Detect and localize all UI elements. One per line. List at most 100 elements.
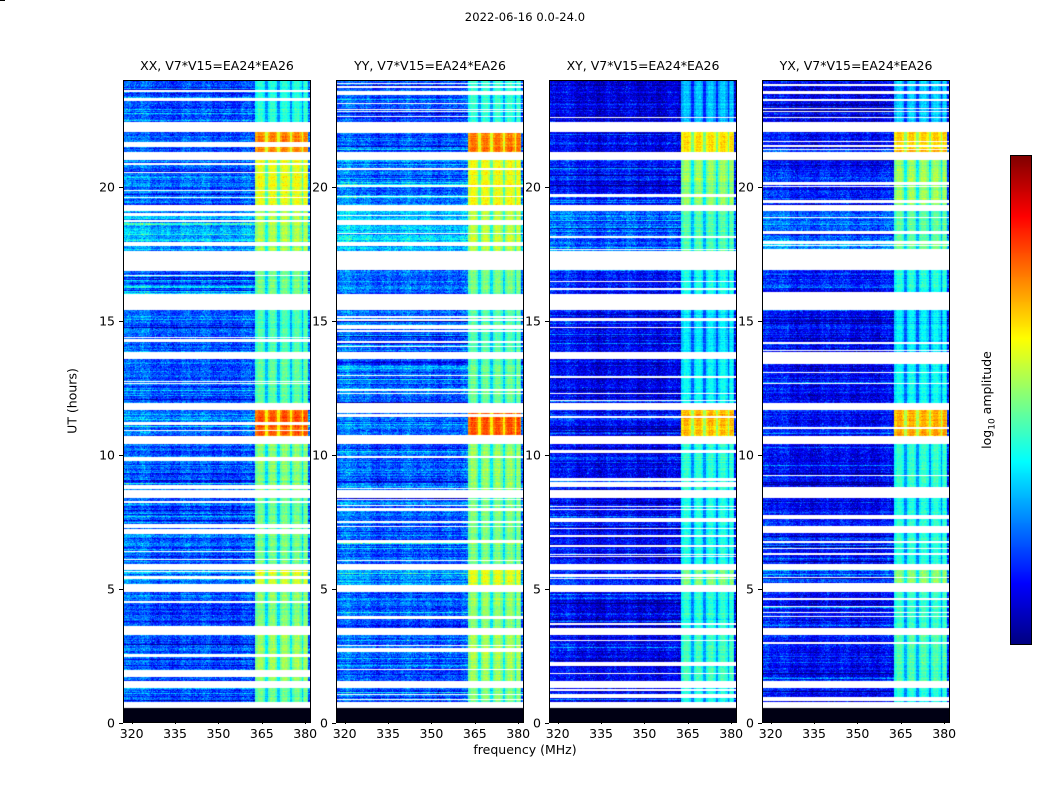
- colorbar-label: log10 amplitude: [979, 351, 998, 449]
- x-tick-label: 350: [419, 726, 444, 741]
- y-tick: [545, 455, 549, 457]
- y-tick-label: 20: [99, 179, 115, 195]
- x-tick-label: 365: [249, 726, 274, 741]
- waterfall-image-xy: [549, 80, 737, 723]
- x-tick-label: 350: [206, 726, 231, 741]
- x-tick-label: 380: [932, 726, 957, 741]
- y-tick-label: 5: [533, 581, 541, 597]
- x-tick: [601, 720, 603, 724]
- x-tick: [175, 720, 177, 724]
- y-tick-label: 20: [738, 179, 754, 195]
- x-tick-label: 335: [589, 726, 613, 741]
- x-tick-label: 380: [293, 726, 318, 741]
- y-tick-label: 10: [99, 447, 115, 463]
- waterfall-image-xx: [123, 80, 311, 723]
- y-tick: [545, 321, 549, 323]
- y-tick: [758, 723, 762, 724]
- x-tick: [857, 720, 859, 724]
- y-tick-label: 15: [312, 313, 328, 329]
- colorbar: [1010, 155, 1032, 645]
- y-tick-label: 20: [312, 179, 328, 195]
- y-tick-label: 0: [107, 715, 115, 731]
- x-tick-label: 365: [675, 726, 700, 741]
- y-tick: [119, 455, 123, 457]
- y-tick-label: 10: [312, 447, 328, 463]
- x-tick-label: 365: [888, 726, 913, 741]
- panel-title-yx: YX, V7*V15=EA24*EA26: [779, 58, 933, 73]
- y-tick-label: 15: [525, 313, 541, 329]
- x-tick-label: 335: [802, 726, 826, 741]
- panel-title-xx: XX, V7*V15=EA24*EA26: [140, 58, 294, 73]
- x-tick: [944, 720, 946, 724]
- panel-xx[interactable]: XX, V7*V15=EA24*EA26 320 335 350 365 380 0 5 10 1…: [99, 58, 317, 741]
- y-tick: [119, 321, 123, 323]
- y-tick: [119, 723, 123, 724]
- y-tick-label: 5: [107, 581, 115, 597]
- y-tick-label: 15: [738, 313, 754, 329]
- x-tick: [388, 720, 390, 724]
- y-tick: [758, 455, 762, 457]
- x-axis-label: frequency (MHz): [473, 742, 577, 757]
- y-tick-label: 15: [99, 313, 115, 329]
- y-tick-label: 20: [525, 179, 541, 195]
- y-tick-label: 10: [525, 447, 541, 463]
- x-tick-label: 380: [506, 726, 531, 741]
- x-tick: [474, 720, 476, 724]
- y-tick: [332, 589, 336, 591]
- waterfall-image-yx: [762, 80, 950, 723]
- x-tick-label: 350: [845, 726, 870, 741]
- x-tick-label: 335: [376, 726, 400, 741]
- y-tick: [332, 321, 336, 323]
- x-tick-label: 320: [545, 726, 570, 741]
- x-tick: [814, 720, 816, 724]
- panel-xy[interactable]: XY, V7*V15=EA24*EA26 320 335 350 365 380 0 5 10 1…: [525, 58, 743, 741]
- y-tick: [758, 589, 762, 591]
- y-tick: [332, 455, 336, 457]
- panel-yy[interactable]: YY, V7*V15=EA24*EA26 320 335 350 365 380 0 5 10 1…: [312, 58, 530, 741]
- y-tick-label: 5: [320, 581, 328, 597]
- y-tick-label: 10: [738, 447, 754, 463]
- y-axis-label: UT (hours): [64, 368, 80, 434]
- x-tick: [770, 720, 772, 724]
- x-tick-label: 350: [632, 726, 657, 741]
- y-tick: [758, 321, 762, 323]
- colorbar-label-main: log: [978, 429, 994, 449]
- y-tick-label: 0: [320, 715, 328, 731]
- x-tick: [131, 720, 133, 724]
- y-tick: [119, 187, 123, 189]
- x-tick-label: 335: [163, 726, 187, 741]
- waterfall-image-yy: [336, 80, 524, 723]
- colorbar-gradient: [1010, 155, 1032, 645]
- figure-suptitle: 2022-06-16 0.0-24.0: [464, 10, 586, 24]
- y-tick: [119, 589, 123, 591]
- y-tick: [545, 723, 549, 724]
- x-tick: [218, 720, 220, 724]
- x-tick-label: 365: [462, 726, 487, 741]
- x-tick-label: 320: [119, 726, 144, 741]
- x-tick-label: 320: [332, 726, 357, 741]
- y-tick-label: 0: [746, 715, 754, 731]
- x-tick: [900, 720, 902, 724]
- panel-yx[interactable]: YX, V7*V15=EA24*EA26 320 335 350 365 380 0 5 10 1…: [738, 58, 956, 741]
- x-tick-label: 380: [719, 726, 744, 741]
- x-tick: [261, 720, 263, 724]
- x-tick: [687, 720, 689, 724]
- y-tick: [332, 187, 336, 189]
- x-tick: [557, 720, 559, 724]
- y-tick: [332, 723, 336, 724]
- x-tick: [518, 720, 520, 724]
- y-tick: [758, 187, 762, 189]
- x-tick: [344, 720, 346, 724]
- colorbar-frame: [1010, 155, 1032, 645]
- y-tick: [545, 187, 549, 189]
- y-tick-label: 5: [746, 581, 754, 597]
- x-tick: [731, 720, 733, 724]
- panel-title-yy: YY, V7*V15=EA24*EA26: [354, 58, 506, 73]
- y-tick: [545, 589, 549, 591]
- x-tick: [431, 720, 433, 724]
- colorbar-label-tail: amplitude: [978, 351, 994, 419]
- x-tick-label: 320: [758, 726, 783, 741]
- panel-title-xy: XY, V7*V15=EA24*EA26: [566, 58, 720, 73]
- colorbar-tick-right: [0, 0, 5, 1]
- colorbar-label-sub: 10: [987, 418, 998, 430]
